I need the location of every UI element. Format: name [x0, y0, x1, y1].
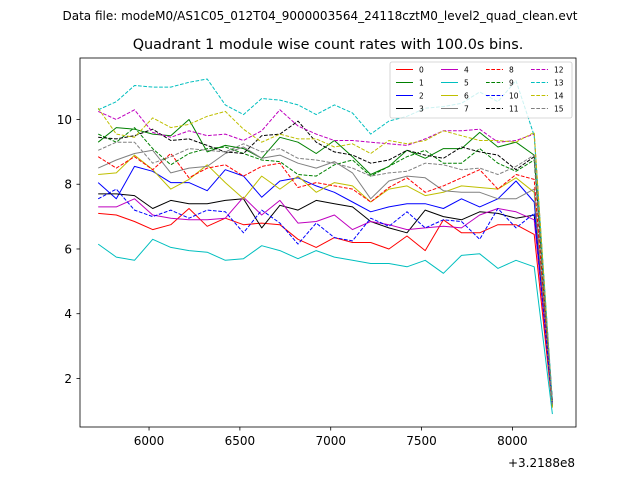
y-tick-label: 2: [64, 372, 72, 386]
legend-label-3: 3: [419, 104, 424, 113]
legend-label-11: 11: [509, 104, 519, 113]
x-offset-label: +3.2188e8: [508, 456, 575, 470]
series-line-3: [98, 193, 553, 405]
series-line-5: [97, 238, 553, 415]
legend-label-15: 15: [554, 104, 564, 113]
legend-label-5: 5: [464, 78, 469, 87]
legend-label-8: 8: [509, 65, 514, 74]
x-tick-label: 7000: [315, 434, 346, 448]
series-layer: [97, 78, 553, 415]
series-line-4: [98, 196, 553, 403]
series-line-10: [97, 188, 553, 405]
series-line-2: [97, 165, 553, 402]
legend-box: [389, 61, 573, 119]
x-tick-label: 6500: [225, 434, 256, 448]
series-line-11: [98, 120, 553, 402]
y-tick-label: 10: [57, 113, 72, 127]
series-line-7: [97, 146, 553, 407]
x-tick-label: 8000: [497, 434, 528, 448]
series-line-14: [97, 107, 553, 407]
suptitle: Data file: modeM0/AS1C05_012T04_90000035…: [62, 9, 577, 23]
x-tick-label: 6000: [134, 434, 165, 448]
series-line-9: [97, 127, 553, 407]
series-line-8: [97, 153, 553, 405]
y-tick-label: 8: [64, 178, 72, 192]
legend-label-6: 6: [464, 91, 469, 100]
legend-label-0: 0: [419, 65, 424, 74]
series-line-15: [97, 141, 553, 405]
axes-frame: [79, 57, 577, 428]
legend-label-1: 1: [419, 78, 424, 87]
legend-label-4: 4: [464, 65, 469, 74]
series-line-12: [97, 109, 553, 405]
y-tick-label: 6: [64, 242, 72, 256]
chart-title: Quadrant 1 module wise count rates with …: [133, 37, 524, 53]
plot-background: [80, 58, 576, 427]
legend-label-2: 2: [419, 91, 424, 100]
x-tick-label: 7500: [406, 434, 437, 448]
legend-label-13: 13: [554, 78, 564, 87]
legend-label-9: 9: [509, 78, 514, 87]
plot-area: [80, 58, 576, 427]
y-tick-label: 4: [64, 307, 72, 321]
series-line-0: [98, 208, 553, 408]
legend-label-14: 14: [554, 91, 564, 100]
legend-label-12: 12: [554, 65, 564, 74]
series-line-6: [98, 154, 553, 408]
legend-label-10: 10: [509, 91, 519, 100]
legend-label-7: 7: [464, 104, 469, 113]
